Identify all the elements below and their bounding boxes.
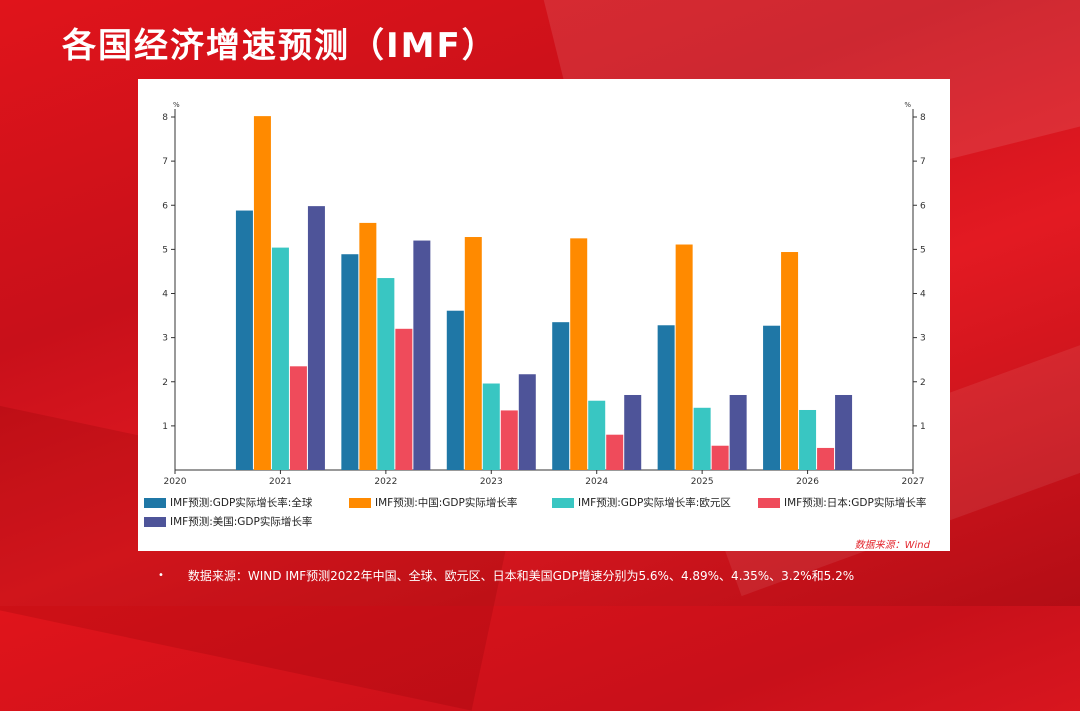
chart-source-note: 数据来源：Wind xyxy=(854,540,930,551)
x-tick-label: 2023 xyxy=(480,477,503,487)
y-axis-unit-left: % xyxy=(173,101,180,109)
bar xyxy=(253,116,271,471)
bar xyxy=(552,322,570,470)
y-tick-label-left: 5 xyxy=(162,245,168,255)
bar xyxy=(359,222,377,470)
slide-title: 各国经济增速预测（IMF） xyxy=(62,26,498,66)
y-tick-label-left: 8 xyxy=(162,113,168,123)
bullet-icon: • xyxy=(158,570,164,581)
legend-swatch xyxy=(144,516,166,527)
y-tick-label-right: 6 xyxy=(920,201,926,211)
x-tick-label: 2026 xyxy=(796,477,819,487)
footnote-text: 数据来源：WIND IMF预测2022年中国、全球、欧元区、日本和美国GDP增速… xyxy=(187,569,855,583)
bar xyxy=(377,278,395,470)
y-tick-label-right: 8 xyxy=(920,113,926,123)
chart-panel: %% 1 1 2 2 3 3 4 4 5 5 6 6 7 7 8 8 2020 2021 2022 2023 2024 20… xyxy=(138,79,950,551)
legend-swatch xyxy=(758,497,780,508)
bar xyxy=(624,394,642,470)
y-tick-label-left: 7 xyxy=(162,157,168,167)
legend-swatch xyxy=(349,497,371,508)
x-tick-label: 2020 xyxy=(164,477,187,487)
bar xyxy=(235,210,253,471)
bar xyxy=(413,240,431,470)
y-tick-label-right: 2 xyxy=(920,378,926,388)
legend-label: IMF预测:美国:GDP实际增长率 xyxy=(170,516,313,528)
bar xyxy=(675,244,693,470)
y-tick-label-left: 6 xyxy=(162,201,168,211)
legend-item: IMF预测:日本:GDP实际增长率 xyxy=(758,495,926,510)
bar xyxy=(464,237,482,470)
bar xyxy=(500,410,518,470)
bar xyxy=(781,252,799,470)
legend-label: IMF预测:GDP实际增长率:欧元区 xyxy=(578,497,731,509)
x-tick-label: 2022 xyxy=(374,477,397,487)
legend-item: IMF预测:中国:GDP实际增长率 xyxy=(349,495,517,510)
legend-item: IMF预测:GDP实际增长率:全球 xyxy=(144,495,312,510)
bar xyxy=(341,254,359,470)
bar xyxy=(446,310,464,470)
y-tick-label-right: 1 xyxy=(920,422,926,432)
bar xyxy=(711,445,729,470)
y-tick-label-left: 4 xyxy=(162,290,168,300)
legend-swatch xyxy=(144,497,166,508)
y-tick-label-left: 2 xyxy=(162,378,168,388)
bar xyxy=(588,400,606,470)
bar xyxy=(763,325,781,470)
x-tick-label: 2024 xyxy=(585,477,608,487)
y-tick-label-right: 3 xyxy=(920,334,926,344)
bar xyxy=(817,447,835,470)
y-tick-label-left: 1 xyxy=(162,422,168,432)
legend-item: IMF预测:美国:GDP实际增长率 xyxy=(144,514,312,529)
y-axis-unit-right: % xyxy=(904,101,911,109)
bar xyxy=(693,407,711,470)
legend-label: IMF预测:GDP实际增长率:全球 xyxy=(170,497,313,509)
bar xyxy=(606,434,624,470)
footnote: • 数据来源：WIND IMF预测2022年中国、全球、欧元区、日本和美国GDP… xyxy=(158,567,854,584)
x-tick-label: 2027 xyxy=(902,477,925,487)
bar xyxy=(289,366,307,470)
bar xyxy=(657,325,675,470)
y-tick-label-left: 3 xyxy=(162,334,168,344)
x-tick-label: 2025 xyxy=(691,477,714,487)
y-tick-label-right: 5 xyxy=(920,245,926,255)
bar xyxy=(395,328,413,470)
y-tick-label-right: 7 xyxy=(920,157,926,167)
bar xyxy=(518,374,536,470)
bar xyxy=(570,238,588,470)
bar xyxy=(729,394,747,470)
legend-swatch xyxy=(552,497,574,508)
legend-label: IMF预测:中国:GDP实际增长率 xyxy=(375,497,518,509)
bar xyxy=(799,409,817,470)
bar xyxy=(482,383,500,470)
legend-item: IMF预测:GDP实际增长率:欧元区 xyxy=(552,495,731,510)
y-tick-label-right: 4 xyxy=(920,290,926,300)
bar xyxy=(271,247,289,470)
bar-chart: % % 1 1 2 2 3 3 4 4 5 5 6 6 7 7 8 8 2020 2021 2022 2023 2024 20… xyxy=(162,101,926,487)
bar xyxy=(835,394,853,470)
legend-label: IMF预测:日本:GDP实际增长率 xyxy=(784,497,927,509)
bar xyxy=(307,206,325,470)
x-tick-label: 2021 xyxy=(269,477,292,487)
